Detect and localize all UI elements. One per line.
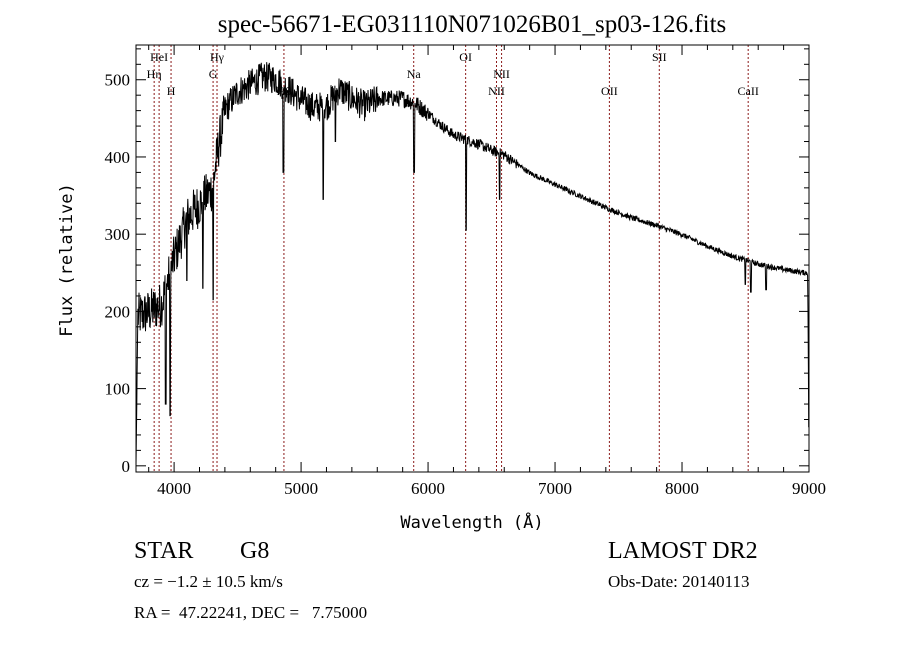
redshift-text: cz = −1.2 ± 10.5 km/s	[134, 572, 283, 591]
spectral-line-label: OI	[459, 50, 472, 64]
spectral-line-label: Hγ	[210, 50, 225, 64]
spectral-line-label: H	[167, 84, 176, 98]
spectral-line-label: NII	[488, 84, 505, 98]
x-tick-label: 4000	[157, 479, 191, 498]
x-tick-label: 5000	[284, 479, 318, 498]
object-class: STAR	[134, 538, 194, 564]
x-tick-label: 6000	[411, 479, 445, 498]
x-tick-label: 8000	[665, 479, 699, 498]
survey-name: LAMOST DR2	[608, 538, 758, 564]
y-tick-label: 500	[105, 71, 131, 90]
chart-title: spec-56671-EG031110N071026B01_sp03-126.f…	[218, 11, 727, 38]
y-tick-label: 400	[105, 148, 131, 167]
x-axis-label: Wavelength (Å)	[400, 511, 543, 533]
y-tick-label: 200	[105, 302, 131, 321]
spectral-line-label: OII	[601, 84, 618, 98]
spectral-line-label: G	[209, 67, 218, 81]
spectral-line-label: CaII	[738, 84, 759, 98]
y-tick-label: 100	[105, 380, 131, 399]
spectrum-line	[135, 62, 810, 466]
spectral-subclass: G8	[240, 538, 270, 564]
spectral-line-label: HeI	[150, 50, 168, 64]
y-axis-label: Flux (relative)	[57, 183, 77, 337]
x-tick-label: 7000	[538, 479, 572, 498]
axis-ticks: 4000 5000 6000 7000 8000 9000 0 100 200 300 400 500	[105, 45, 826, 498]
coordinates: RA = 47.22241, DEC = 7.75000	[134, 603, 368, 622]
spectral-line-label: Na	[407, 67, 422, 81]
y-tick-label: 0	[122, 457, 131, 476]
x-tick-label: 9000	[792, 479, 826, 498]
y-tick-label: 300	[105, 225, 131, 244]
spectral-line-label: Hη	[147, 67, 162, 81]
spectral-line-label: NII	[493, 67, 510, 81]
spectral-line-label: SII	[652, 50, 667, 64]
plot-frame	[135, 44, 810, 473]
obs-date: Obs-Date: 20140113	[608, 572, 750, 591]
